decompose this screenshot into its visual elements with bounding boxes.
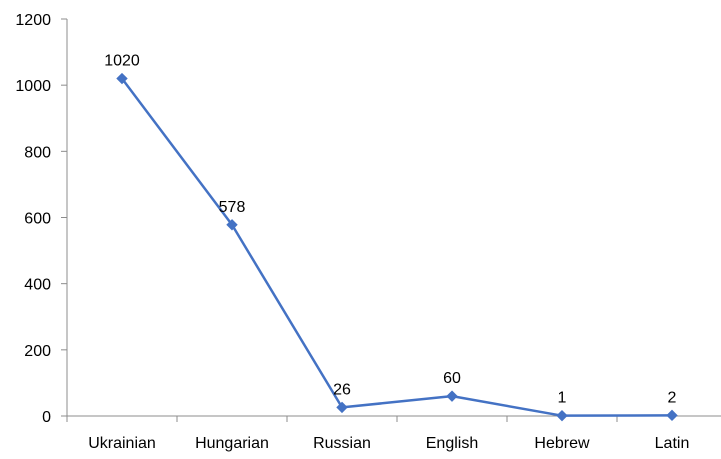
y-axis-tick-labels: 0 200 400 600 800 1000 1200 xyxy=(15,12,51,426)
y-tick-label: 400 xyxy=(24,277,51,294)
series-markers xyxy=(116,72,678,422)
y-tick-label: 200 xyxy=(24,343,51,360)
data-point-marker xyxy=(666,409,678,422)
x-tick-label: Hungarian xyxy=(195,435,269,452)
series-line-group xyxy=(121,77,673,417)
x-tick-label: Russian xyxy=(313,435,371,452)
y-tick-label: 600 xyxy=(24,211,51,228)
data-point-marker xyxy=(226,219,238,231)
x-tick-label: Latin xyxy=(655,435,690,452)
y-tick-label: 1000 xyxy=(15,78,51,95)
x-tick-label: English xyxy=(426,435,478,452)
data-point-marker xyxy=(446,390,458,402)
y-tick-label: 0 xyxy=(42,409,51,426)
x-axis-tick-labels: Ukrainian Hungarian Russian English Hebrew La… xyxy=(88,435,689,452)
data-point-marker xyxy=(336,401,348,414)
data-label: 26 xyxy=(333,381,351,398)
y-tick-label: 800 xyxy=(24,144,51,161)
x-tick-label: Ukrainian xyxy=(88,435,156,452)
data-point-marker xyxy=(116,72,128,85)
data-label: 578 xyxy=(219,199,246,216)
x-tick-label: Hebrew xyxy=(534,435,590,452)
data-labels: 1020 578 26 60 1 2 xyxy=(104,53,676,407)
data-label: 1 xyxy=(558,390,567,407)
data-label: 60 xyxy=(443,370,461,387)
data-point-marker xyxy=(556,409,568,422)
y-tick-label: 1200 xyxy=(15,12,51,29)
data-label: 2 xyxy=(668,389,677,406)
data-label: 1020 xyxy=(104,53,140,70)
series-line xyxy=(121,77,673,417)
axes xyxy=(61,18,721,422)
